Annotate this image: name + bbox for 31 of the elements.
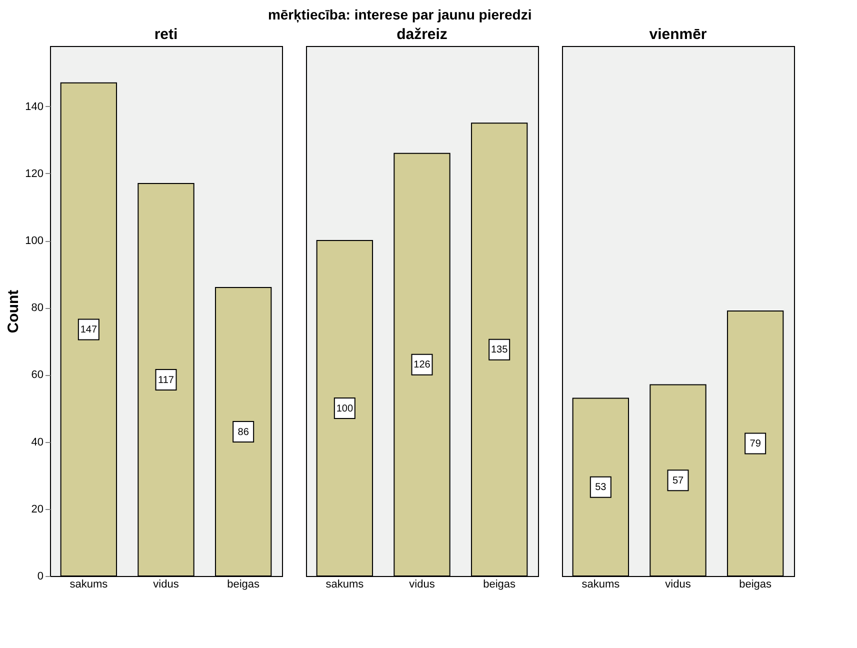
chart-title: mērķtiecība: interese par jaunu pieredzi	[268, 6, 532, 24]
y-tick-label: 60	[31, 369, 44, 382]
x-tick-label: beigas	[739, 578, 772, 590]
y-tick-label: 40	[31, 436, 44, 448]
y-tick-label: 20	[31, 503, 44, 516]
x-tick-label: beigas	[227, 578, 260, 590]
data-label: 126	[414, 360, 431, 371]
y-tick-label: 0	[37, 570, 44, 582]
data-label: 53	[595, 482, 607, 494]
x-tick-label: vidus	[153, 578, 180, 590]
data-label: 79	[750, 438, 762, 450]
data-label: 86	[238, 426, 250, 438]
y-tick-label: 100	[25, 235, 44, 248]
chart-subtitle: vienmēr	[649, 26, 707, 43]
data-label: 147	[80, 324, 98, 336]
x-tick-label: sakums	[70, 578, 108, 590]
y-tick-label: 140	[25, 100, 44, 113]
y-axis-title: Count	[5, 290, 22, 334]
x-tick-label: sakums	[326, 578, 364, 590]
x-tick-label: beigas	[483, 578, 516, 590]
data-label: 135	[490, 344, 508, 356]
x-tick-label: vidus	[409, 578, 436, 590]
chart-subtitle: dažreiz	[396, 26, 448, 43]
x-tick-label: sakums	[582, 578, 620, 590]
data-label: 117	[158, 374, 174, 386]
y-tick-label: 120	[25, 168, 44, 180]
data-label: 100	[336, 403, 354, 414]
data-label: 57	[672, 475, 684, 486]
x-tick-label: vidus	[665, 578, 692, 590]
y-tick-label: 80	[31, 302, 44, 314]
chart-subtitle: reti	[154, 26, 178, 43]
